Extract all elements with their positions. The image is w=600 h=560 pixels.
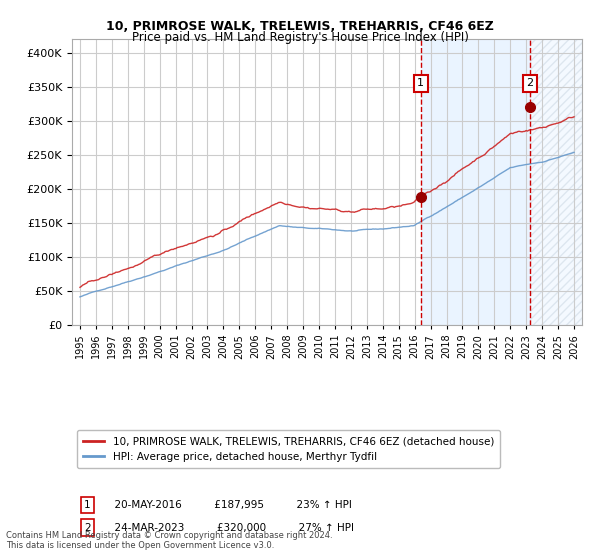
Bar	[530, 39, 582, 325]
Text: 2: 2	[84, 522, 91, 533]
Text: 20-MAY-2016          £187,995          23% ↑ HPI: 20-MAY-2016 £187,995 23% ↑ HPI	[108, 500, 352, 510]
Text: 1: 1	[417, 78, 424, 88]
Text: 2: 2	[526, 78, 533, 88]
Text: 10, PRIMROSE WALK, TRELEWIS, TREHARRIS, CF46 6EZ: 10, PRIMROSE WALK, TRELEWIS, TREHARRIS, …	[106, 20, 494, 32]
Bar	[421, 39, 530, 325]
Text: 1: 1	[84, 500, 91, 510]
Text: Contains HM Land Registry data © Crown copyright and database right 2024.
This d: Contains HM Land Registry data © Crown c…	[6, 530, 332, 550]
Text: 24-MAR-2023          £320,000          27% ↑ HPI: 24-MAR-2023 £320,000 27% ↑ HPI	[108, 522, 354, 533]
Legend: 10, PRIMROSE WALK, TRELEWIS, TREHARRIS, CF46 6EZ (detached house), HPI: Average : 10, PRIMROSE WALK, TRELEWIS, TREHARRIS, …	[77, 431, 500, 468]
Text: Price paid vs. HM Land Registry's House Price Index (HPI): Price paid vs. HM Land Registry's House …	[131, 31, 469, 44]
